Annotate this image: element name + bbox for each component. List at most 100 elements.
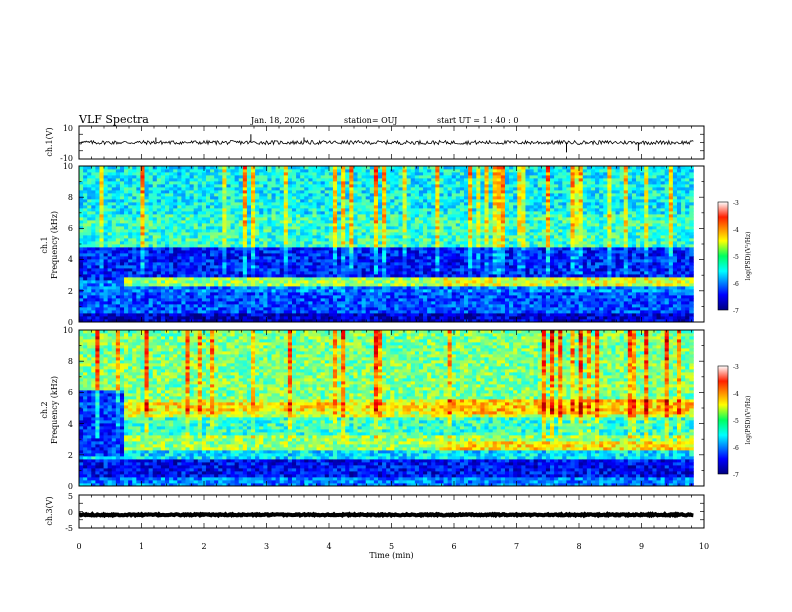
spectrogram-cell [341,205,346,209]
spectrogram-cell [148,286,154,290]
spectrogram-cell [214,205,219,209]
spectrogram-cell [111,277,117,281]
spectrogram-cell [251,295,256,299]
spectrogram-cell [332,319,338,323]
spectrogram-cell [205,283,211,287]
spectrogram-cell [152,217,158,221]
spectrogram-cell [205,265,211,269]
spectrogram-cell [455,298,461,302]
spectrogram-cell [464,253,469,257]
spectrogram-cell [91,289,96,293]
spectrogram-cell [193,256,199,260]
spectrogram-cell [328,307,334,311]
spectrogram-cell [447,286,453,290]
spectrogram-cell [242,250,248,254]
spectrogram-cell [177,262,182,266]
spectrogram-cell [369,316,375,320]
spectrogram-cell [443,268,449,272]
spectrogram-cell [99,172,104,176]
spectrogram-cell [152,265,158,269]
spectrogram-cell [79,217,84,221]
spectrogram-cell [349,202,354,206]
spectrogram-cell [136,295,141,299]
spectrogram-cell [435,292,440,296]
spectrogram-cell [115,304,121,308]
spectrogram-cell [386,190,391,194]
spectrogram-cell [210,292,215,296]
spectrogram-cell [152,298,158,302]
spectrogram-cell [418,301,424,305]
spectrogram-cell [365,202,371,206]
spectrogram-cell [251,181,256,185]
spectrogram-cell [197,172,203,176]
spectrogram-cell [197,304,203,308]
spectrogram-cell [95,319,100,323]
spectrogram-cell [124,313,129,317]
spectrogram-cell [140,244,145,248]
spectrogram-cell [279,262,285,266]
spectrogram-cell [165,238,170,242]
spectrogram-cell [275,307,281,311]
spectrogram-cell [324,202,330,206]
spectrogram-cell [251,223,256,227]
spectrogram-cell [107,208,113,212]
spectrogram-cell [349,235,354,239]
spectrogram-cell [308,289,313,293]
spectrogram-cell [304,259,309,263]
spectrogram-cell [255,217,260,221]
spectrogram-cell [251,208,256,212]
spectrogram-cell [431,304,436,308]
spectrogram-cell [275,268,281,272]
spectrogram-cell [316,238,322,242]
spectrogram-cell [185,172,190,176]
spectrogram-cell [205,199,211,203]
spectrogram-cell [140,280,145,284]
spectrogram-cell [402,241,408,245]
spectrogram-cell [251,298,256,302]
spectrogram-cell [369,229,375,233]
spectrogram-cell [369,211,375,215]
spectrogram-cell [201,271,207,275]
spectrogram-cell [165,178,170,182]
spectrogram-cell [87,241,92,245]
spectrogram-cell [255,319,260,323]
spectrogram-cell [320,190,326,194]
spectrogram-cell [279,211,285,215]
spectrogram-cell [169,226,174,230]
spectrogram-cell [271,298,276,302]
spectrogram-cell [394,190,399,194]
spectrogram-cell [316,184,322,188]
spectrogram-cell [169,184,174,188]
spectrogram-cell [267,304,272,308]
spectrogram-cell [345,271,350,275]
spectrogram-cell [103,190,109,194]
spectrogram-cell [259,232,264,236]
spectrogram-cell [451,211,457,215]
spectrogram-cell [447,259,453,263]
spectrogram-cell [435,313,440,317]
spectrogram-cell [414,307,420,311]
spectrogram-cell [300,211,305,215]
spectrogram-cell [332,193,338,197]
spectrogram-cell [283,301,289,305]
spectrogram-cell [353,268,358,272]
spectrogram-cell [95,181,100,185]
spectrogram-cell [267,292,272,296]
spectrogram-cell [337,256,342,260]
spectrogram-cell [291,271,297,275]
spectrogram-cell [300,316,305,320]
spectrogram-cell [95,298,100,302]
spectrogram-cell [83,205,88,209]
spectrogram-cell [316,178,322,182]
spectrogram-cell [91,220,96,224]
spectrogram-cell [365,184,371,188]
spectrogram-cell [103,217,109,221]
spectrogram-cell [390,241,395,245]
spectrogram-cell [439,298,444,302]
spectrogram-cell [95,232,100,236]
spectrogram-cell [459,199,465,203]
spectrogram-cell [390,307,395,311]
spectrogram-cell [382,238,387,242]
spectrogram-cell [296,250,301,254]
spectrogram-cell [328,259,334,263]
